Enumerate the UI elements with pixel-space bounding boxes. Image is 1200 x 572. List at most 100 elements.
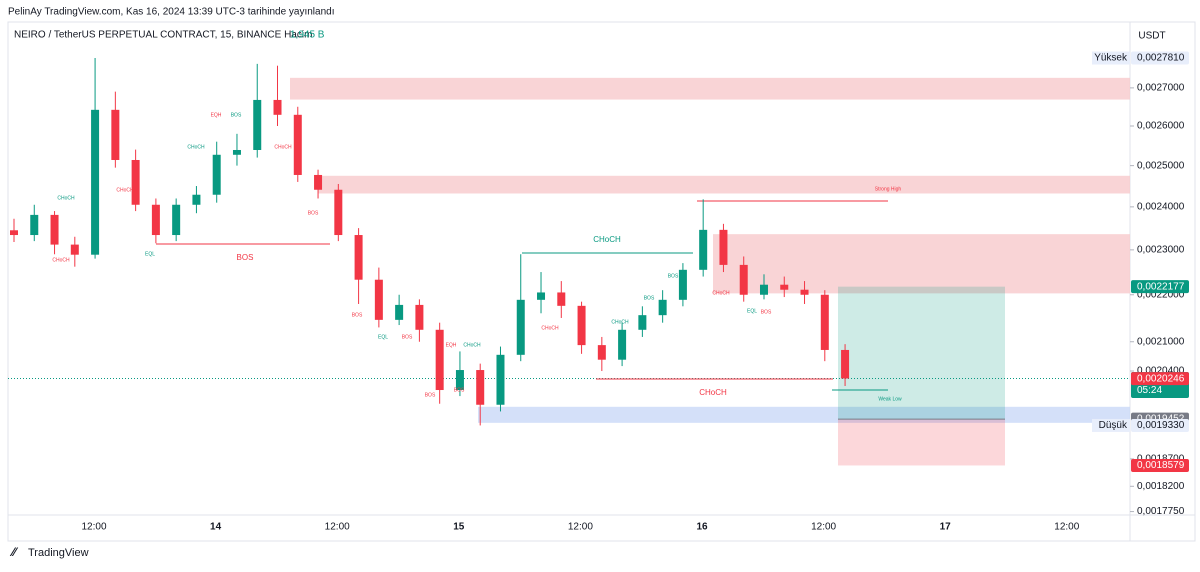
annotation: EQL [145, 251, 155, 257]
candle-body [151, 204, 160, 236]
candle-body [577, 305, 586, 346]
y-tick-label: 0,0027000 [1137, 83, 1185, 94]
candle-body [476, 370, 485, 405]
annotation: CHoCH [187, 144, 205, 150]
candle-body [212, 154, 221, 195]
candle-body [172, 204, 181, 236]
candle-body [800, 289, 809, 295]
y-tick-label: 0,0018200 [1137, 481, 1185, 492]
price-tag-sub: 05:24 [1137, 385, 1162, 396]
volume: 1,945 B [290, 30, 325, 41]
annotation: CHoCH [593, 235, 621, 244]
position-stop [838, 419, 1005, 466]
candle-body [435, 329, 444, 391]
annotation: CHoCH [699, 388, 727, 397]
annotation: CHoCH [274, 144, 292, 150]
y-tick-label: 0,0024000 [1137, 202, 1185, 213]
candle-body [293, 114, 302, 175]
candle-body [820, 294, 829, 350]
logo-mark: ⁄⁄ [9, 545, 19, 559]
candle-body [618, 329, 627, 360]
candle-body [334, 189, 343, 236]
candle-body [658, 299, 667, 316]
price-tag [1131, 418, 1189, 432]
currency: USDT [1138, 31, 1165, 42]
price-tag-label: 0,0018579 [1137, 460, 1185, 471]
candle-body [111, 109, 120, 160]
zone [478, 406, 1130, 423]
y-tick-label: 0,0021000 [1137, 336, 1185, 347]
annotation: Weak Low [878, 396, 902, 402]
candle-body [699, 229, 708, 270]
price-tag-label: 0,0022177 [1137, 281, 1185, 292]
price-tag [1131, 372, 1189, 386]
annotation: BOS [352, 312, 363, 318]
annotation: CHoCH [116, 187, 134, 193]
annotation: CHoCH [611, 319, 629, 325]
candle-body [131, 159, 140, 205]
candle-body [739, 264, 748, 295]
y-tick-label: 0,0025000 [1137, 160, 1185, 171]
x-tick-label: 14 [210, 522, 222, 533]
candle-body [314, 174, 323, 190]
price-tag [1131, 280, 1189, 294]
annotation: BOS [644, 295, 655, 301]
symbol: NEIRO / TetherUS PERPETUAL CONTRACT, 15,… [14, 30, 312, 41]
x-tick-label: 16 [696, 522, 708, 533]
annotation: BOS [761, 309, 772, 315]
annotation: CHoCH [52, 257, 70, 263]
candle-body [597, 345, 606, 360]
price-tag [1131, 51, 1189, 65]
candle-body [10, 230, 18, 236]
x-tick-label: 12:00 [325, 522, 350, 533]
price-tag-label: 0,0027810 [1137, 53, 1185, 64]
y-tick-label: 0,0022000 [1137, 289, 1185, 300]
candle-body [374, 279, 383, 320]
annotation: EQH [211, 112, 222, 118]
candle-body [780, 284, 789, 290]
candle-body [496, 354, 505, 405]
annotation: CHoCH [57, 195, 75, 201]
annotation: BOS [231, 112, 242, 118]
candle-body [395, 304, 404, 320]
price-tag-name-bg [1092, 51, 1130, 65]
candle-body [516, 299, 525, 355]
annotation: EQL [747, 308, 757, 314]
annotation: CHoCH [541, 325, 559, 331]
annotation: Strong High [875, 186, 902, 192]
price-tag-name: Düşük [1099, 420, 1128, 431]
annotation: CHoCH [463, 342, 481, 348]
x-tick-label: 12:00 [811, 522, 836, 533]
x-tick-label: 15 [453, 522, 465, 533]
logo: TradingView [28, 547, 89, 559]
price-tag-label: 0,0019330 [1137, 420, 1185, 431]
y-tick-label: 0,0020400 [1137, 366, 1185, 377]
candle-body [253, 99, 262, 150]
candle-body [719, 229, 728, 265]
candle-body [415, 304, 424, 330]
candle-body [50, 214, 59, 245]
candle-body [841, 349, 850, 379]
published: PelinAy TradingView.com, Kas 16, 2024 13… [8, 7, 335, 18]
price-tag-label: 0,0020246 [1137, 373, 1185, 384]
candle-body [232, 149, 241, 155]
annotation: BOS [425, 392, 436, 398]
x-tick-label: 12:00 [81, 522, 106, 533]
candle-body [638, 315, 647, 330]
annotation: BOS [237, 253, 254, 262]
candle-body [759, 284, 768, 295]
candle-body [537, 292, 546, 300]
x-tick-label: 17 [940, 522, 952, 533]
y-tick-label: 0,0017750 [1137, 506, 1185, 517]
annotation: BOS [454, 387, 465, 393]
candle-body [273, 99, 282, 115]
price-tag-name-bg [1092, 418, 1130, 432]
y-tick-label: 0,0026000 [1137, 121, 1185, 132]
candle-body [30, 214, 39, 236]
annotation: EQL [378, 334, 388, 340]
candle-body [557, 292, 566, 306]
price-tag [1131, 458, 1189, 472]
candle-body [70, 244, 79, 255]
